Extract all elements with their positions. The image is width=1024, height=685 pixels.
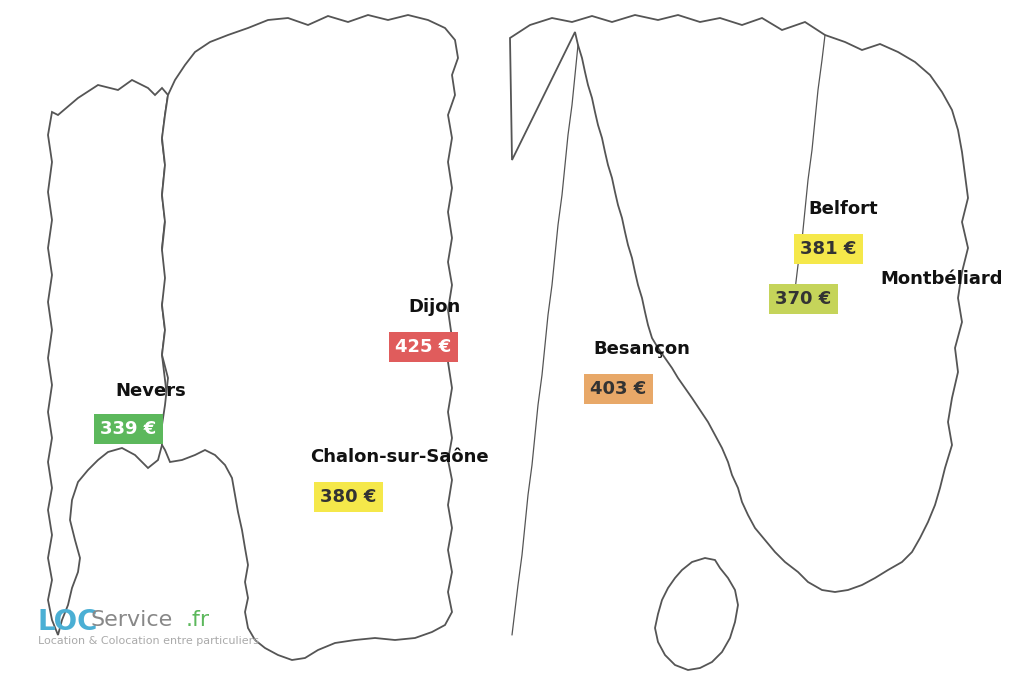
Text: Belfort: Belfort [808,200,878,218]
Text: 403 €: 403 € [590,380,646,398]
Polygon shape [510,15,968,592]
Text: Montbéliard: Montbéliard [880,270,1002,288]
Text: Location & Colocation entre particuliers: Location & Colocation entre particuliers [38,636,259,646]
Text: 370 €: 370 € [775,290,831,308]
Text: Chalon-sur-Saône: Chalon-sur-Saône [310,448,488,466]
Polygon shape [48,80,168,635]
Text: Service: Service [90,610,172,630]
Text: .fr: .fr [186,610,210,630]
Text: LOC: LOC [38,608,98,636]
Text: 339 €: 339 € [100,420,157,438]
Text: 425 €: 425 € [395,338,452,356]
Text: Nevers: Nevers [115,382,185,400]
Text: 380 €: 380 € [319,488,377,506]
Text: 381 €: 381 € [800,240,856,258]
Polygon shape [162,15,458,660]
Polygon shape [655,558,738,670]
Text: Dijon: Dijon [408,298,460,316]
Text: Besançon: Besançon [593,340,690,358]
